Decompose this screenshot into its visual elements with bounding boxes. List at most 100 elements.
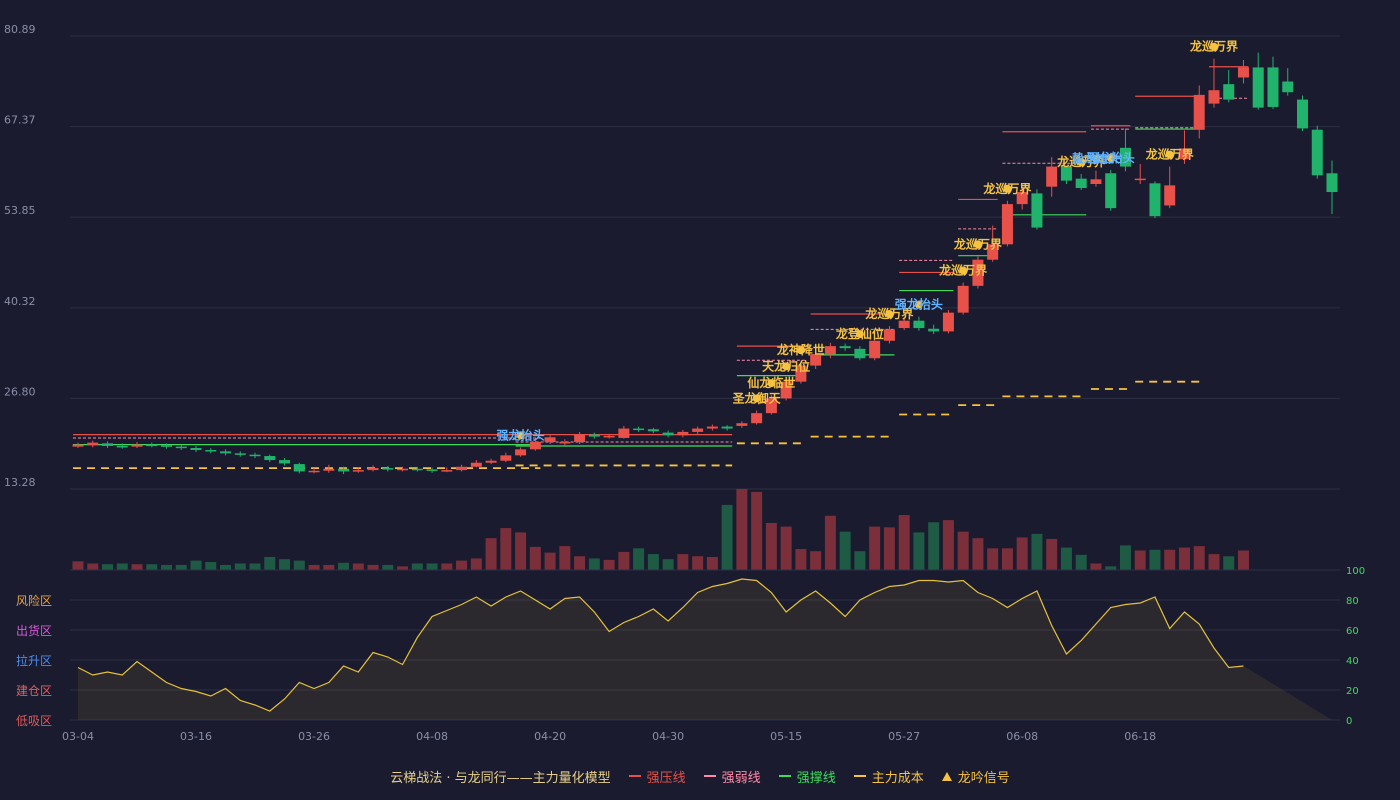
legend-item-strong-pressure: 强压线 bbox=[628, 767, 686, 786]
candle-body bbox=[338, 468, 350, 472]
signal-dot bbox=[1106, 153, 1115, 162]
candle-body bbox=[102, 443, 114, 446]
volume-bar bbox=[972, 538, 984, 570]
zone-label: 拉升区 bbox=[16, 653, 52, 668]
candle-body bbox=[1223, 84, 1235, 100]
candle-body bbox=[854, 348, 866, 359]
zone-label: 风险区 bbox=[16, 593, 52, 608]
signal-dot bbox=[959, 266, 968, 275]
candle-body bbox=[883, 329, 895, 341]
candle-body bbox=[397, 468, 409, 471]
date-tick-label: 04-20 bbox=[534, 730, 566, 743]
legend-title: 云梯战法 · 与龙同行——主力量化模型 bbox=[390, 770, 611, 786]
volume-bar bbox=[87, 563, 99, 570]
volume-bar bbox=[810, 551, 822, 570]
score-line bbox=[77, 578, 1244, 712]
candle-body bbox=[426, 469, 438, 471]
signal-label: 强龙抬头 bbox=[895, 297, 943, 312]
volume-bar bbox=[1105, 566, 1117, 570]
candle-body bbox=[1149, 183, 1161, 217]
candle-body bbox=[869, 340, 881, 359]
volume-bar bbox=[780, 526, 792, 570]
score-area bbox=[78, 579, 1332, 720]
signal-dot bbox=[855, 330, 864, 339]
volume-bar bbox=[1060, 547, 1072, 570]
volume-bar bbox=[234, 563, 246, 570]
candle-body bbox=[618, 428, 630, 438]
candle-body bbox=[1164, 185, 1176, 206]
date-tick-label: 03-26 bbox=[298, 730, 330, 743]
volume-bar bbox=[500, 528, 512, 570]
candle-body bbox=[205, 450, 217, 452]
legend-label: 强弱线 bbox=[721, 770, 761, 786]
candle-body bbox=[603, 435, 615, 438]
signal-dot bbox=[1165, 150, 1174, 159]
volume-bar bbox=[647, 554, 659, 570]
candle-body bbox=[957, 285, 969, 313]
candle-body bbox=[249, 454, 261, 457]
candle-body bbox=[765, 398, 777, 414]
legend-item-support: 强撑线 bbox=[778, 767, 836, 786]
candle-body bbox=[87, 442, 99, 446]
volume-bar bbox=[692, 556, 704, 570]
candle-body bbox=[913, 320, 925, 329]
signal-label: 龙神降世 bbox=[777, 342, 825, 357]
score-tick-label: 80 bbox=[1346, 596, 1359, 607]
candle-body bbox=[1105, 173, 1117, 209]
volume-bar bbox=[1016, 537, 1028, 570]
candlestick-chart: 80.89 67.37 53.85 40.32 26.80 13.28 100 80 60 40 2… bbox=[4, 23, 1365, 743]
candle-body bbox=[470, 462, 482, 467]
candle-body bbox=[234, 453, 246, 455]
volume-bar bbox=[426, 563, 438, 570]
signal-dot bbox=[782, 362, 791, 371]
signal-label: 仙龙临世 bbox=[747, 375, 795, 390]
signal-label: 龙巡万界 bbox=[1190, 39, 1238, 54]
volume-bar bbox=[706, 556, 718, 570]
volume-bar bbox=[1193, 546, 1205, 570]
candle-body bbox=[898, 320, 910, 329]
candle-body bbox=[456, 466, 468, 471]
volume-bar bbox=[1223, 556, 1235, 570]
candle-body bbox=[1267, 67, 1279, 107]
date-tick-label: 04-30 bbox=[652, 730, 684, 743]
volume-bar bbox=[898, 515, 910, 570]
candle-body bbox=[928, 328, 940, 332]
candle-body bbox=[559, 441, 571, 444]
volume-bar bbox=[102, 564, 114, 570]
date-tick-label: 03-16 bbox=[180, 730, 212, 743]
volume-bar bbox=[633, 548, 645, 570]
volume-bar bbox=[116, 563, 128, 570]
zone-label: 出货区 bbox=[16, 623, 52, 638]
volume-bar bbox=[146, 564, 158, 570]
legend-swatch bbox=[628, 775, 641, 777]
volume-bar bbox=[618, 551, 630, 570]
volume-bar bbox=[515, 532, 527, 570]
score-tick-label: 20 bbox=[1346, 686, 1359, 697]
date-tick-label: 05-15 bbox=[770, 730, 802, 743]
signal-label: 强龙抬头 bbox=[1087, 150, 1135, 165]
volume-bar bbox=[1031, 533, 1043, 570]
date-tick-label: 06-08 bbox=[1006, 730, 1038, 743]
candle-body bbox=[411, 468, 423, 471]
signal-label: 龙巡万界 bbox=[1146, 147, 1194, 162]
volume-bar bbox=[1090, 563, 1102, 570]
volume-bar bbox=[1164, 549, 1176, 570]
legend-swatch bbox=[703, 775, 716, 777]
volume-bar bbox=[677, 554, 689, 570]
volume-bar bbox=[220, 564, 232, 570]
volume-bar bbox=[765, 522, 777, 570]
candle-body bbox=[308, 470, 320, 473]
volume-bar bbox=[205, 562, 217, 570]
candle-body bbox=[692, 428, 704, 432]
candle-body bbox=[942, 312, 954, 332]
price-tick-label: 67.37 bbox=[4, 114, 36, 127]
volume-bar bbox=[928, 522, 940, 570]
volume-bar bbox=[987, 548, 999, 570]
volume-bar bbox=[323, 564, 335, 570]
volume-bar bbox=[411, 563, 423, 570]
legend: 云梯战法 · 与龙同行——主力量化模型 强压线 强弱线 强撑线 主力成本 龙吟信… bbox=[0, 764, 1400, 788]
volume-bar bbox=[1178, 547, 1190, 570]
candle-body bbox=[367, 468, 379, 471]
candle-body bbox=[721, 426, 733, 429]
